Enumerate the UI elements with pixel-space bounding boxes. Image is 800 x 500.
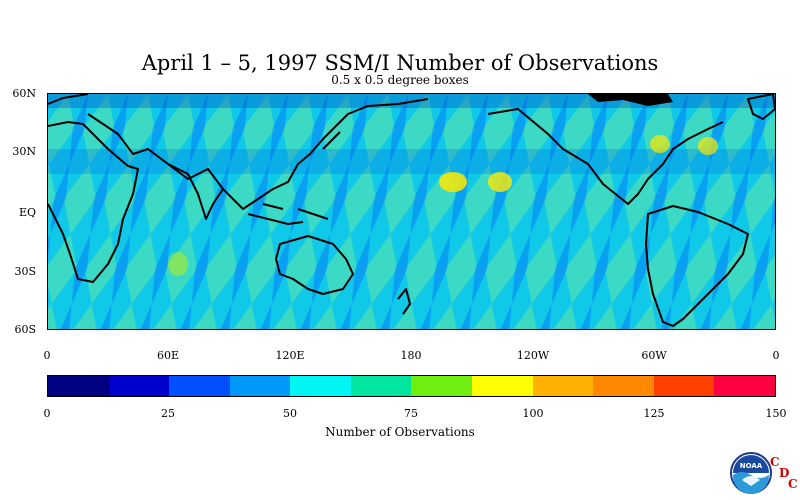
- hotspot-atlantic-2: [698, 137, 718, 155]
- colorbar-swatch-6: [411, 376, 473, 396]
- colorbar-swatch-11: [714, 376, 775, 396]
- coast-europe-asia: [48, 94, 429, 210]
- colorbar-swatch-9: [593, 376, 654, 396]
- lat-label-60n: 60N: [12, 87, 36, 100]
- noaa-logo: NOAA: [730, 452, 772, 494]
- lat-label-eq: EQ: [18, 206, 36, 219]
- lon-label-0-left: 0: [43, 349, 51, 362]
- colorbar-tick-150: 150: [765, 407, 787, 420]
- colorbar-tick-125: 125: [643, 407, 665, 420]
- coast-india: [167, 163, 224, 220]
- coast-new-zealand: [397, 288, 411, 315]
- hotspot-central-pacific: [439, 172, 467, 192]
- coast-greenland: [747, 94, 775, 120]
- lat-label-60s: 60S: [14, 323, 36, 336]
- hotspot-south-indian: [168, 252, 188, 276]
- lon-label-0-right: 0: [772, 349, 780, 362]
- coastlines: [48, 94, 775, 327]
- lat-label-30s: 30S: [14, 265, 36, 278]
- colorbar-tick-50: 50: [283, 407, 297, 420]
- colorbar-tick-0: 0: [43, 407, 51, 420]
- cdc-letter-c1: C: [770, 455, 780, 469]
- colorbar-swatch-5: [350, 376, 412, 396]
- coast-south-america: [645, 205, 749, 327]
- colorbar-swatch-4: [290, 376, 351, 396]
- svg-text:NOAA: NOAA: [740, 462, 763, 470]
- arctic-ice: [588, 94, 673, 106]
- colorbar-swatch-8: [532, 376, 594, 396]
- hotspot-east-pacific: [488, 172, 512, 192]
- colorbar-tick-25: 25: [161, 407, 175, 420]
- colorbar: [47, 375, 776, 397]
- lon-label-120w: 120W: [516, 349, 550, 362]
- coast-australia: [275, 235, 354, 295]
- observation-map: [48, 94, 775, 329]
- cdc-letter-d: D: [779, 466, 790, 480]
- coast-north-america: [487, 108, 724, 205]
- colorbar-swatch-3: [229, 376, 291, 396]
- coast-indonesia: [247, 203, 329, 225]
- cdc-letter-c2: C: [788, 477, 798, 491]
- sparse-band-north: [48, 149, 775, 174]
- hotspot-atlantic-1: [650, 135, 670, 153]
- lat-label-30n: 30N: [12, 145, 36, 158]
- coast-africa: [48, 121, 139, 283]
- colorbar-swatch-0: [48, 376, 109, 396]
- colorbar-swatch-10: [653, 376, 715, 396]
- colorbar-tick-75: 75: [404, 407, 418, 420]
- colorbar-title: Number of Observations: [325, 425, 475, 439]
- map-subtitle: 0.5 x 0.5 degree boxes: [331, 73, 469, 87]
- colorbar-tick-100: 100: [522, 407, 544, 420]
- map-panel: [47, 93, 776, 330]
- lon-label-60e: 60E: [156, 349, 180, 362]
- map-background: [48, 94, 775, 329]
- coast-japan: [322, 131, 341, 150]
- colorbar-swatch-7: [472, 376, 533, 396]
- lon-label-180: 180: [400, 349, 422, 362]
- map-title: April 1 – 5, 1997 SSM/I Number of Observ…: [141, 51, 659, 75]
- lon-label-120e: 120E: [275, 349, 305, 362]
- colorbar-swatch-1: [108, 376, 170, 396]
- lon-label-60w: 60W: [641, 349, 667, 362]
- colorbar-swatch-2: [169, 376, 230, 396]
